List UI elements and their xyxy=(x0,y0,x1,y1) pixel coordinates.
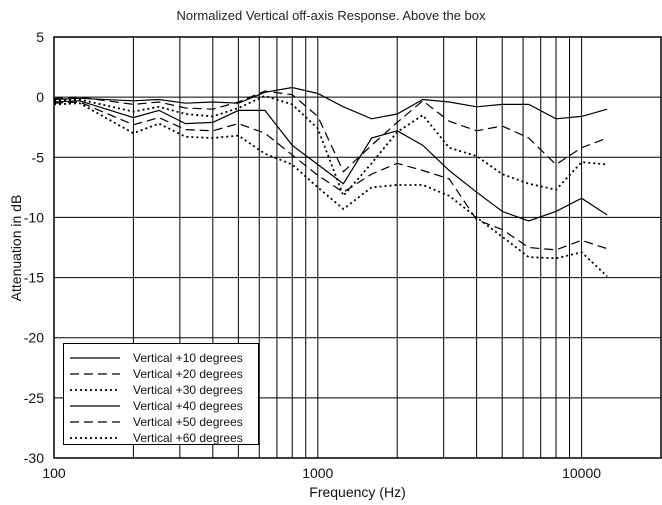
legend-swatch xyxy=(70,421,120,423)
chart-title: Normalized Vertical off-axis Response. A… xyxy=(176,8,486,23)
y-tick-label: -15 xyxy=(24,270,44,286)
series-line-6 xyxy=(53,102,608,278)
series-line-5 xyxy=(53,101,608,251)
legend-swatch xyxy=(70,389,120,391)
x-tick-label: 100 xyxy=(42,465,66,481)
x-axis-label: Frequency (Hz) xyxy=(309,484,406,500)
legend: Vertical +10 degrees Vertical +20 degrees… xyxy=(63,343,259,445)
series-line-2 xyxy=(53,90,608,173)
legend-swatch xyxy=(70,373,120,375)
y-axis-label: Attenuation in dB xyxy=(8,194,24,302)
series-line-4 xyxy=(53,100,608,222)
legend-swatch xyxy=(70,405,120,407)
y-tick-label: -30 xyxy=(24,450,44,466)
y-tick-label: 5 xyxy=(36,29,44,45)
legend-label: Vertical +40 degrees xyxy=(133,399,243,413)
series-line-1 xyxy=(53,86,608,120)
series-line-3 xyxy=(53,94,608,198)
y-tick-label: -5 xyxy=(32,149,45,165)
legend-label: Vertical +50 degrees xyxy=(133,415,243,429)
x-tick-label: 10000 xyxy=(562,465,601,481)
legend-label: Vertical +10 degrees xyxy=(133,351,243,365)
legend-label: Vertical +20 degrees xyxy=(133,367,243,381)
y-tick-label: -20 xyxy=(24,330,44,346)
x-tick-label: 1000 xyxy=(302,465,333,481)
legend-swatch xyxy=(70,437,120,439)
legend-swatch xyxy=(70,357,120,359)
y-tick-label: -25 xyxy=(24,390,44,406)
plot-frame xyxy=(53,36,662,459)
y-tick-label: 0 xyxy=(36,89,44,105)
legend-label: Vertical +60 degrees xyxy=(133,431,243,445)
y-tick-label: -10 xyxy=(24,209,44,225)
legend-label: Vertical +30 degrees xyxy=(133,383,243,397)
